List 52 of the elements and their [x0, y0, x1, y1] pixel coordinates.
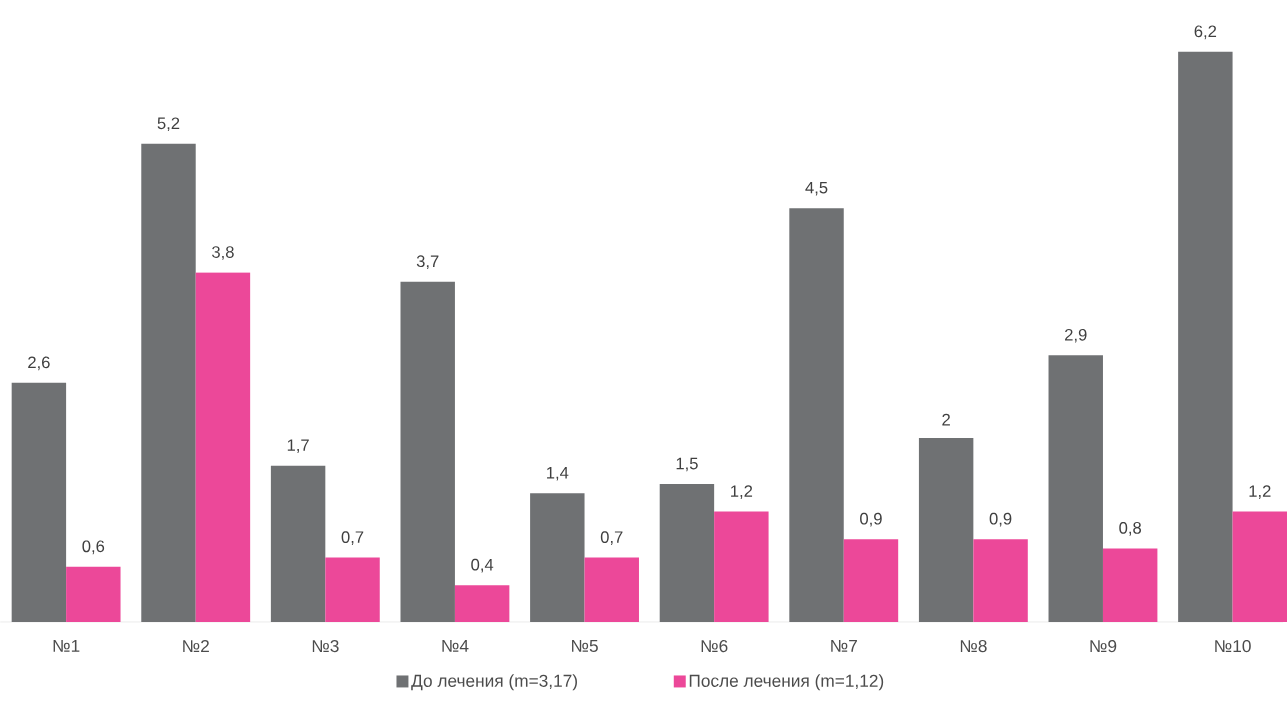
data-label: 2,9 — [1065, 329, 1087, 343]
x-tick-label: №7 — [831, 640, 857, 652]
data-label: 0,7 — [341, 531, 364, 546]
data-label: 1,5 — [676, 457, 698, 472]
data-label: 3,8 — [212, 246, 234, 261]
data-label: 3,7 — [416, 255, 439, 270]
bar — [400, 281, 455, 623]
data-label: 1,2 — [731, 485, 753, 500]
bar — [66, 566, 121, 623]
data-label: 1,7 — [287, 439, 309, 454]
data-label: 2 — [942, 413, 950, 426]
x-tick-label: №4 — [442, 640, 469, 652]
x-tick-label: №3 — [312, 640, 339, 653]
bar — [1178, 51, 1233, 623]
x-tick-label: №8 — [960, 640, 987, 653]
data-label: 1,4 — [547, 467, 569, 481]
bar — [918, 438, 974, 623]
bar — [454, 585, 510, 623]
bar — [973, 539, 1028, 623]
x-tick-label: №5 — [572, 640, 598, 653]
x-tick-label: №10 — [1215, 640, 1251, 653]
data-label: 0,9 — [860, 512, 882, 527]
bar — [1232, 511, 1287, 623]
data-label: 0,8 — [1119, 522, 1142, 536]
bar — [789, 208, 844, 623]
bar — [659, 484, 715, 623]
data-label: 0,9 — [989, 512, 1012, 527]
bar — [141, 143, 196, 623]
legend-label: До лечения (m=3,17) — [411, 674, 577, 691]
data-label: 0,6 — [82, 540, 105, 555]
bar — [195, 272, 251, 623]
data-label: 6,2 — [1194, 25, 1217, 40]
bar — [530, 493, 585, 623]
data-label: 0,7 — [600, 531, 623, 546]
bar — [584, 557, 639, 623]
data-label: 4,5 — [805, 182, 828, 196]
bar — [11, 383, 67, 623]
data-label: 5,2 — [157, 117, 180, 132]
bar — [1048, 355, 1103, 623]
data-label: 2,6 — [28, 356, 50, 371]
bar — [714, 511, 769, 623]
bar — [1102, 548, 1158, 623]
bar — [270, 465, 326, 623]
x-tick-label: №6 — [701, 640, 728, 653]
x-tick-label: №1 — [53, 640, 80, 652]
data-label: 0,4 — [471, 558, 494, 573]
bar — [843, 539, 899, 623]
x-tick-label: №2 — [183, 640, 209, 653]
bar — [325, 557, 380, 623]
legend-label: После лечения (m=1,12) — [689, 674, 884, 691]
x-tick-label: №9 — [1090, 640, 1117, 653]
data-label: 1,2 — [1249, 485, 1271, 500]
